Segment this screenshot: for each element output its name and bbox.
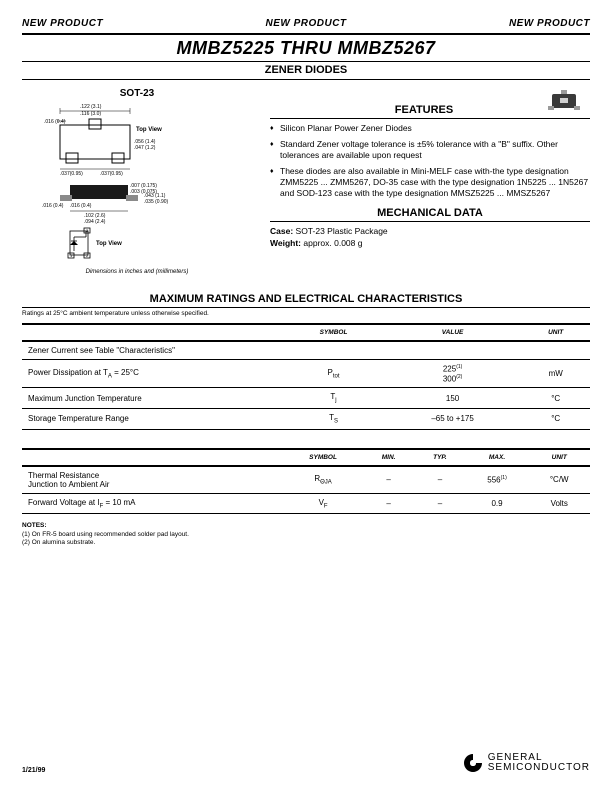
notes-heading: NOTES: — [22, 522, 47, 529]
param-cell: Zener Current see Table "Characteristics… — [22, 341, 283, 360]
company-logo: GENERAL SEMICONDUCTOR — [462, 752, 590, 774]
upper-section: SOT-23 .122 (3.1) .116 (3.0) Top View .0… — [22, 88, 590, 275]
table-row: Power Dissipation at TA = 25°C Ptot 225(… — [22, 360, 590, 388]
new-product-banner: NEW PRODUCT NEW PRODUCT NEW PRODUCT — [22, 18, 590, 29]
param-cell: Storage Temperature Range — [22, 408, 283, 429]
param-cell: Forward Voltage at IF = 10 mA — [22, 493, 283, 514]
banner-mid: NEW PRODUCT — [265, 18, 346, 29]
param-cell: Maximum Junction Temperature — [22, 388, 283, 409]
dimensions-note: Dimensions in inches and (millimeters) — [22, 269, 252, 275]
svg-text:2: 2 — [86, 253, 89, 258]
col-unit: UNIT — [528, 449, 590, 466]
max-cell: 556(1) — [466, 466, 529, 494]
unit-cell: °C — [521, 388, 590, 409]
logo-icon — [462, 752, 484, 774]
dim-side-l1: .016 (0.4) — [42, 203, 64, 209]
table-row: Maximum Junction Temperature Tj 150 °C — [22, 388, 590, 409]
dim-w-in: .116 (3.0) — [80, 111, 101, 117]
weight-label: Weight: — [270, 238, 301, 248]
value-cell: 150 — [384, 388, 522, 409]
param-cell: Thermal ResistanceJunction to Ambient Ai… — [22, 466, 283, 494]
value-cell: –65 to +175 — [384, 408, 522, 429]
package-label: SOT-23 — [22, 88, 252, 99]
features-heading: FEATURES — [270, 104, 538, 116]
col-value: VALUE — [384, 324, 522, 341]
feature-item: Standard Zener voltage tolerance is ±5% … — [270, 139, 590, 161]
logo-text: GENERAL SEMICONDUCTOR — [488, 753, 590, 773]
dim-side-w2: .094 (2.4) — [84, 219, 106, 225]
page-footer: 1/21/99 GENERAL SEMICONDUCTOR — [22, 752, 590, 774]
logo-line-2: SEMICONDUCTOR — [488, 763, 590, 773]
revision-date: 1/21/99 — [22, 767, 45, 774]
dim-h2: .047 (1.2) — [134, 145, 156, 151]
symbol-cell: Tj — [283, 388, 384, 409]
symbol-cell: TS — [283, 408, 384, 429]
ratings-note: Ratings at 25°C ambient temperature unle… — [22, 310, 590, 317]
symbol-cell: VF — [283, 493, 363, 514]
case-value: SOT-23 Plastic Package — [296, 226, 388, 236]
min-cell: – — [363, 493, 414, 514]
package-drawing: .122 (3.1) .116 (3.0) Top View .016 (0.4… — [22, 103, 252, 263]
package-drawing-column: SOT-23 .122 (3.1) .116 (3.0) Top View .0… — [22, 88, 252, 275]
title-bar: MMBZ5225 THRU MMBZ5267 — [22, 33, 590, 62]
dim-w-out: .122 (3.1) — [80, 104, 102, 110]
table-row: Thermal ResistanceJunction to Ambient Ai… — [22, 466, 590, 494]
mechanical-heading: MECHANICAL DATA — [270, 207, 590, 222]
typ-cell: – — [414, 466, 465, 494]
dim-side-l2: .016 (0.4) — [70, 203, 92, 209]
dim-body-h2: .035 (0.90) — [144, 199, 169, 205]
dim-pitch-r: .037(0.95) — [100, 171, 123, 177]
case-label: Case: — [270, 226, 293, 236]
unit-cell: °C — [521, 408, 590, 429]
col-symbol: SYMBOL — [283, 449, 363, 466]
features-heading-row: FEATURES — [270, 88, 590, 119]
table-row: Forward Voltage at IF = 10 mA VF – – 0.9… — [22, 493, 590, 514]
note-2: (2) On alumina substrate. — [22, 539, 95, 546]
table-row: Zener Current see Table "Characteristics… — [22, 341, 590, 360]
subtitle: ZENER DIODES — [22, 62, 590, 80]
col-unit: UNIT — [521, 324, 590, 341]
symbol-cell: RΘJA — [283, 466, 363, 494]
col-typ: TYP. — [414, 449, 465, 466]
value-cell: 225(1)300(2) — [384, 360, 522, 388]
col-symbol: SYMBOL — [283, 324, 384, 341]
mechanical-data: Case: SOT-23 Plastic Package Weight: app… — [270, 226, 590, 250]
features-list: Silicon Planar Power Zener Diodes Standa… — [270, 123, 590, 199]
feature-item: Silicon Planar Power Zener Diodes — [270, 123, 590, 134]
feature-item: These diodes are also available in Mini-… — [270, 166, 590, 199]
main-title: MMBZ5225 THRU MMBZ5267 — [22, 38, 590, 59]
table-row: Storage Temperature Range TS –65 to +175… — [22, 408, 590, 429]
features-column: FEATURES Silicon Planar Power Zener Diod… — [270, 88, 590, 275]
col-max: MAX. — [466, 449, 529, 466]
max-cell: 0.9 — [466, 493, 529, 514]
col-min: MIN. — [363, 449, 414, 466]
banner-left: NEW PRODUCT — [22, 18, 103, 29]
param-cell: Power Dissipation at TA = 25°C — [22, 360, 283, 388]
weight-value: approx. 0.008 g — [303, 238, 362, 248]
unit-cell: °C/W — [528, 466, 590, 494]
unit-cell: Volts — [528, 493, 590, 514]
thermal-table: SYMBOL MIN. TYP. MAX. UNIT Thermal Resis… — [22, 448, 590, 515]
dim-lead: .016 (0.4) — [44, 119, 66, 125]
banner-right: NEW PRODUCT — [509, 18, 590, 29]
symbol-cell: Ptot — [283, 360, 384, 388]
typ-cell: – — [414, 493, 465, 514]
top-view-label-1: Top View — [136, 127, 162, 133]
dim-pitch-l: .037(0.95) — [60, 171, 83, 177]
unit-cell: mW — [521, 360, 590, 388]
svg-text:1: 1 — [70, 253, 73, 258]
svg-text:3: 3 — [86, 228, 89, 233]
notes-block: NOTES: (1) On FR-5 board using recommend… — [22, 522, 590, 547]
ratings-heading: MAXIMUM RATINGS AND ELECTRICAL CHARACTER… — [22, 293, 590, 308]
note-1: (1) On FR-5 board using recommended sold… — [22, 531, 189, 538]
ratings-table: SYMBOL VALUE UNIT Zener Current see Tabl… — [22, 323, 590, 430]
component-photo-icon — [546, 88, 586, 116]
top-view-label-2: Top View — [96, 241, 122, 247]
min-cell: – — [363, 466, 414, 494]
